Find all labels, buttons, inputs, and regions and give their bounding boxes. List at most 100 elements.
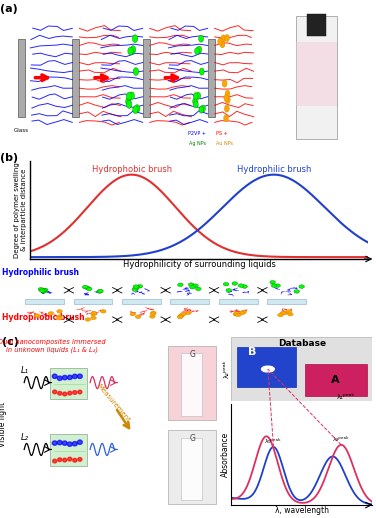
- Circle shape: [57, 310, 62, 313]
- Circle shape: [73, 391, 77, 394]
- Bar: [50, 368, 88, 399]
- Circle shape: [150, 315, 155, 318]
- Circle shape: [97, 290, 102, 293]
- Circle shape: [41, 290, 47, 293]
- Text: (b): (b): [0, 153, 18, 163]
- Circle shape: [196, 92, 201, 99]
- Bar: [168, 430, 216, 504]
- Circle shape: [68, 457, 72, 461]
- Bar: [267, 299, 306, 304]
- Circle shape: [177, 283, 183, 286]
- Bar: [305, 364, 367, 396]
- Text: G: G: [190, 434, 196, 443]
- Text: (c): (c): [2, 337, 19, 348]
- Circle shape: [62, 376, 67, 380]
- Text: Glass: Glass: [14, 128, 29, 133]
- Circle shape: [62, 441, 67, 445]
- Bar: [50, 435, 88, 466]
- Circle shape: [299, 285, 305, 289]
- Circle shape: [196, 287, 201, 291]
- Text: Ag NPs: Ag NPs: [189, 141, 206, 146]
- X-axis label: λ, wavelength: λ, wavelength: [275, 507, 329, 515]
- Circle shape: [78, 390, 82, 394]
- Circle shape: [270, 281, 276, 284]
- Circle shape: [294, 290, 300, 293]
- Circle shape: [133, 106, 138, 113]
- Circle shape: [53, 459, 57, 463]
- Circle shape: [126, 92, 132, 100]
- Text: Measurement: Measurement: [96, 383, 131, 424]
- Circle shape: [193, 101, 198, 108]
- Text: Visible light: Visible light: [0, 402, 8, 447]
- Circle shape: [181, 312, 186, 315]
- Circle shape: [132, 288, 138, 291]
- Bar: [237, 347, 296, 387]
- Circle shape: [133, 285, 139, 289]
- Text: Hydrophobic brush: Hydrophobic brush: [91, 165, 172, 174]
- Text: A: A: [331, 375, 340, 385]
- Circle shape: [193, 98, 197, 105]
- Circle shape: [63, 392, 67, 396]
- Text: G: G: [190, 350, 196, 359]
- Circle shape: [218, 38, 223, 45]
- Circle shape: [271, 284, 277, 287]
- Circle shape: [130, 46, 136, 53]
- Circle shape: [238, 284, 244, 287]
- Text: λ₂ᵖᵉᵃᵏ: λ₂ᵖᵉᵃᵏ: [333, 437, 350, 442]
- Circle shape: [41, 289, 47, 292]
- Circle shape: [57, 316, 62, 320]
- Text: Dual nanocomposites immersed
in unknown liquids (L₁ & L₂): Dual nanocomposites immersed in unknown …: [0, 339, 106, 353]
- Circle shape: [188, 283, 194, 286]
- Circle shape: [280, 311, 285, 315]
- Circle shape: [221, 35, 226, 42]
- Circle shape: [288, 312, 293, 316]
- Circle shape: [130, 312, 136, 316]
- X-axis label: Hydrophilicity of surrounding liquids: Hydrophilicity of surrounding liquids: [123, 261, 276, 269]
- Text: Hydrophilic brush: Hydrophilic brush: [237, 165, 311, 174]
- Text: Database: Database: [278, 339, 326, 348]
- Circle shape: [234, 312, 239, 315]
- Circle shape: [57, 376, 62, 380]
- Circle shape: [199, 35, 203, 42]
- Bar: [168, 346, 216, 420]
- Circle shape: [77, 374, 82, 379]
- Text: PS +: PS +: [216, 132, 227, 136]
- Y-axis label: Degree of polymer swelling
& interparticle distance: Degree of polymer swelling & interpartic…: [14, 162, 27, 257]
- Circle shape: [177, 315, 183, 319]
- Text: λ₁ᵖᵉᵃᵏ: λ₁ᵖᵉᵃᵏ: [337, 394, 355, 400]
- Circle shape: [241, 310, 247, 313]
- Text: Au NPs: Au NPs: [216, 141, 233, 146]
- Bar: [307, 13, 326, 36]
- Circle shape: [262, 366, 274, 372]
- Circle shape: [85, 318, 91, 321]
- Circle shape: [73, 441, 77, 446]
- Bar: [296, 17, 337, 139]
- Circle shape: [42, 288, 48, 292]
- Circle shape: [232, 282, 238, 285]
- Text: Hydrophobic brush: Hydrophobic brush: [2, 313, 85, 322]
- Circle shape: [193, 284, 198, 287]
- Text: (a): (a): [0, 4, 18, 14]
- Circle shape: [78, 457, 82, 461]
- Text: λ₁ᵖᵉᵃᵏ: λ₁ᵖᵉᵃᵏ: [265, 439, 282, 444]
- Circle shape: [224, 105, 229, 112]
- Circle shape: [199, 106, 204, 113]
- Y-axis label: Absorbance: Absorbance: [221, 432, 230, 477]
- Bar: [170, 299, 209, 304]
- Circle shape: [179, 313, 185, 317]
- Circle shape: [98, 289, 103, 293]
- Circle shape: [91, 311, 97, 315]
- Circle shape: [190, 285, 195, 289]
- Circle shape: [150, 312, 156, 315]
- Circle shape: [58, 458, 62, 462]
- Circle shape: [135, 105, 140, 112]
- Circle shape: [135, 315, 141, 319]
- Circle shape: [67, 442, 72, 447]
- Circle shape: [52, 441, 57, 445]
- Circle shape: [82, 285, 88, 289]
- Bar: [296, 41, 337, 106]
- Circle shape: [197, 46, 202, 53]
- Circle shape: [91, 312, 96, 316]
- Circle shape: [86, 287, 92, 291]
- Circle shape: [73, 458, 77, 462]
